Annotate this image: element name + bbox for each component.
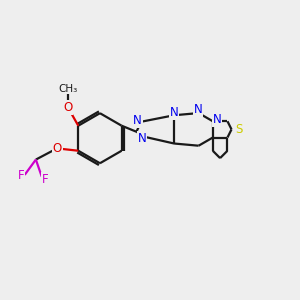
Text: N: N — [138, 132, 146, 145]
Text: N: N — [170, 106, 178, 119]
Text: O: O — [63, 101, 73, 114]
Text: F: F — [42, 172, 49, 185]
Text: N: N — [194, 103, 203, 116]
Text: N: N — [212, 113, 221, 126]
Text: F: F — [18, 169, 25, 182]
Text: N: N — [133, 114, 142, 127]
Text: S: S — [236, 123, 243, 136]
Text: O: O — [53, 142, 62, 154]
Text: CH₃: CH₃ — [58, 84, 78, 94]
